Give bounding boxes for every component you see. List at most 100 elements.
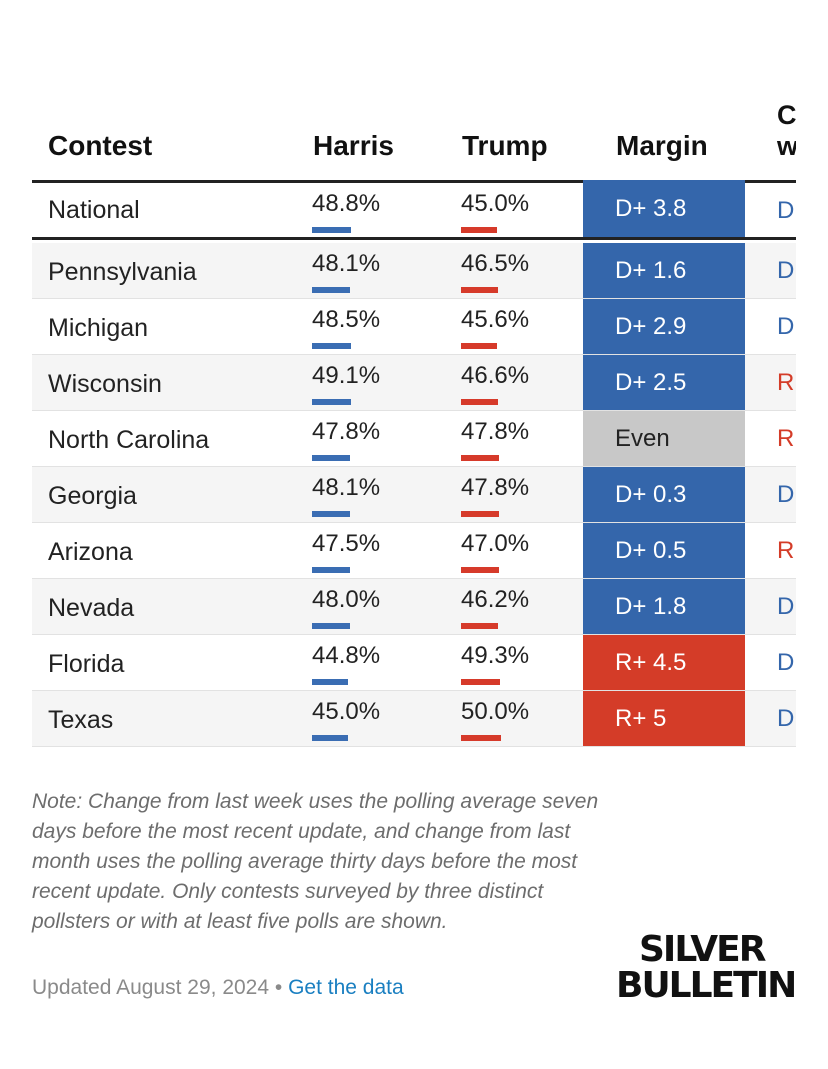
- change-cell: D: [777, 593, 795, 620]
- trump-bar: [461, 343, 497, 349]
- table-row[interactable]: National 48.8% 45.0% D+ 3.8 D: [32, 180, 796, 237]
- change-cell: D: [777, 257, 795, 284]
- margin-cell: D+ 2.9: [583, 299, 745, 355]
- silver-bulletin-logo: SILVER BULLETIN: [616, 929, 796, 1006]
- change-cell: R: [777, 425, 795, 452]
- row-divider: [32, 690, 796, 691]
- harris-bar: [312, 343, 351, 349]
- trump-pct: 49.3%: [461, 642, 530, 669]
- trump-bar: [461, 623, 498, 629]
- table-row[interactable]: Nevada 48.0% 46.2% D+ 1.8 D: [32, 579, 796, 635]
- margin-cell: D+ 3.8: [583, 180, 745, 237]
- separator-dot: •: [274, 976, 283, 999]
- header-contest[interactable]: Contest: [48, 130, 153, 161]
- contest-name: Pennsylvania: [48, 258, 197, 286]
- footnote: Note: Change from last week uses the pol…: [32, 790, 599, 933]
- table-row[interactable]: North Carolina 47.8% 47.8% Even R: [32, 411, 796, 467]
- row-divider: [32, 522, 796, 523]
- change-cell: D: [777, 481, 795, 508]
- harris-bar: [312, 511, 350, 517]
- logo-line-silver: SILVER: [639, 929, 766, 970]
- margin-cell: D+ 1.8: [583, 579, 745, 635]
- harris-pct: 45.0%: [312, 698, 381, 725]
- trump-bar: [461, 567, 499, 573]
- harris-pct: 48.0%: [312, 586, 381, 613]
- table-header: Contest Harris Trump Margin C fr la w: [32, 0, 796, 180]
- row-divider: [32, 578, 796, 579]
- harris-pct: 48.1%: [312, 474, 381, 501]
- trump-bar: [461, 287, 498, 293]
- trump-pct: 46.5%: [461, 250, 530, 277]
- harris-pct: 48.8%: [312, 190, 381, 217]
- get-the-data-link[interactable]: Get the data: [288, 976, 404, 999]
- harris-pct: 47.8%: [312, 418, 381, 445]
- contest-name: Michigan: [48, 314, 149, 342]
- header-trump[interactable]: Trump: [462, 130, 548, 161]
- change-cell: D: [777, 313, 795, 340]
- margin-cell: R+ 5: [583, 691, 745, 747]
- row-divider: [32, 634, 796, 635]
- trump-pct: 45.0%: [461, 190, 530, 217]
- row-divider: [32, 410, 796, 411]
- change-cell: R: [777, 537, 795, 564]
- header-change-from-last-week[interactable]: C fr la w: [777, 100, 796, 161]
- trump-pct: 46.6%: [461, 362, 530, 389]
- harris-bar: [312, 287, 350, 293]
- contest-name: Texas: [48, 706, 114, 734]
- header-rule: [32, 180, 796, 183]
- harris-pct: 48.5%: [312, 306, 381, 333]
- harris-bar: [312, 623, 350, 629]
- trump-bar: [461, 399, 498, 405]
- contest-name: Arizona: [48, 538, 133, 566]
- trump-pct: 47.0%: [461, 530, 530, 557]
- trump-pct: 46.2%: [461, 586, 530, 613]
- harris-pct: 48.1%: [312, 250, 381, 277]
- trump-bar: [461, 735, 501, 741]
- contest-name: Wisconsin: [48, 370, 162, 398]
- contest-name: Florida: [48, 650, 125, 678]
- margin-cell: D+ 0.5: [583, 523, 745, 579]
- harris-bar: [312, 455, 350, 461]
- contest-name: Nevada: [48, 594, 135, 622]
- harris-pct: 47.5%: [312, 530, 381, 557]
- margin-cell: D+ 1.6: [583, 243, 745, 299]
- trump-bar: [461, 227, 497, 233]
- margin-cell: Even: [583, 411, 745, 467]
- harris-pct: 44.8%: [312, 642, 381, 669]
- trump-pct: 47.8%: [461, 418, 530, 445]
- harris-bar: [312, 567, 350, 573]
- change-cell: D: [777, 649, 795, 676]
- table-row[interactable]: Texas 45.0% 50.0% R+ 5 D: [32, 691, 796, 747]
- trump-bar: [461, 679, 500, 685]
- table-row[interactable]: Michigan 48.5% 45.6% D+ 2.9 D: [32, 299, 796, 355]
- change-cell: R: [777, 369, 795, 396]
- contest-name: Georgia: [48, 482, 137, 510]
- margin-cell: D+ 0.3: [583, 467, 745, 523]
- harris-bar: [312, 227, 351, 233]
- table-row[interactable]: Pennsylvania 48.1% 46.5% D+ 1.6 D: [32, 243, 796, 299]
- table-row[interactable]: Georgia 48.1% 47.8% D+ 0.3 D: [32, 467, 796, 523]
- national-rule: [32, 237, 796, 240]
- contest-name: North Carolina: [48, 426, 210, 454]
- poll-table-viewport[interactable]: Contest Harris Trump Margin C fr la w Na…: [0, 0, 796, 1069]
- margin-cell: R+ 4.5: [583, 635, 745, 691]
- trump-pct: 45.6%: [461, 306, 530, 333]
- change-cell: D: [777, 197, 795, 224]
- logo-line-bulletin: BULLETIN: [616, 965, 796, 1006]
- harris-bar: [312, 399, 351, 405]
- row-divider: [32, 354, 796, 355]
- trump-pct: 47.8%: [461, 474, 530, 501]
- row-divider: [32, 298, 796, 299]
- margin-cell: D+ 2.5: [583, 355, 745, 411]
- row-divider: [32, 466, 796, 467]
- trump-bar: [461, 511, 499, 517]
- header-margin[interactable]: Margin: [616, 130, 708, 161]
- table-row[interactable]: Florida 44.8% 49.3% R+ 4.5 D: [32, 635, 796, 691]
- trump-pct: 50.0%: [461, 698, 530, 725]
- row-divider: [32, 746, 796, 747]
- header-harris[interactable]: Harris: [313, 130, 394, 161]
- harris-pct: 49.1%: [312, 362, 381, 389]
- table-row[interactable]: Arizona 47.5% 47.0% D+ 0.5 R: [32, 523, 796, 579]
- table-row[interactable]: Wisconsin 49.1% 46.6% D+ 2.5 R: [32, 355, 796, 411]
- updated-date: Updated August 29, 2024: [32, 976, 270, 999]
